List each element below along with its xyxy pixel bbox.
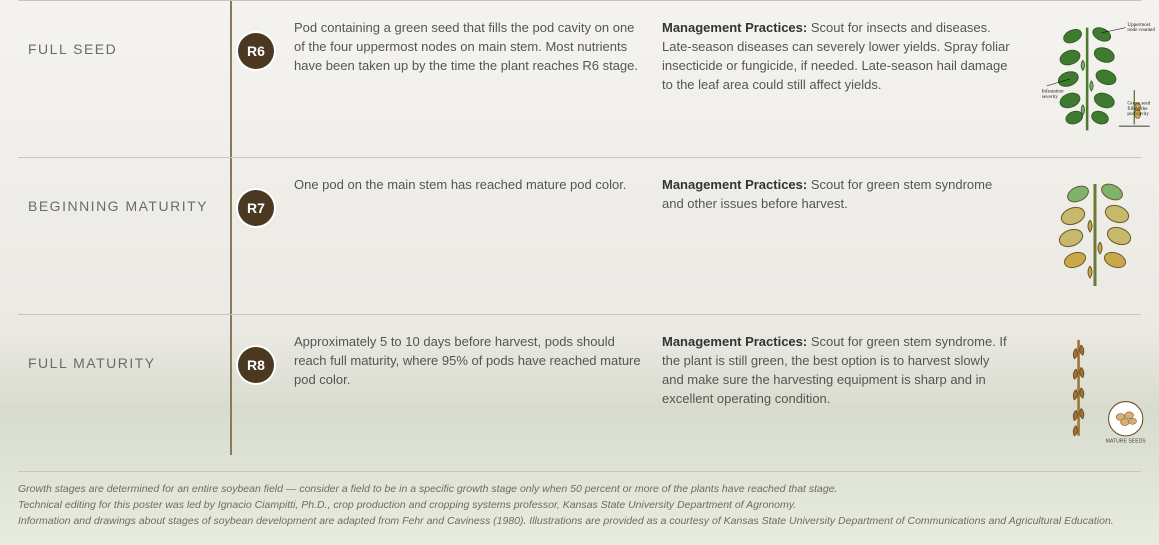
footnote-line: Information and drawings about stages of…	[18, 514, 1141, 528]
callout-top2: node counted	[1127, 27, 1155, 33]
management-practices: Management Practices: Scout for insects …	[662, 19, 1022, 139]
plant-illustration-r8: MATURE SEEDS	[1030, 333, 1159, 453]
badge-wrap: R8	[226, 333, 286, 453]
plant-illustration-r6: Uppermost node counted Infestation sever…	[1030, 19, 1159, 139]
stage-description: One pod on the main stem has reached mat…	[294, 176, 654, 296]
stage-row: BEGINNING MATURITY R7 One pod on the mai…	[18, 157, 1141, 314]
stage-name: FULL MATURITY	[18, 333, 218, 371]
management-practices: Management Practices: Scout for green st…	[662, 333, 1022, 453]
plant-illustration-r7	[1030, 176, 1159, 296]
badge-wrap: R7	[226, 176, 286, 296]
management-practices: Management Practices: Scout for green st…	[662, 176, 1022, 296]
callout-pod3: pod cavity	[1127, 111, 1149, 117]
stage-row: FULL MATURITY R8 Approximately 5 to 10 d…	[18, 314, 1141, 471]
stage-description: Pod containing a green seed that fills t…	[294, 19, 654, 139]
stage-description: Approximately 5 to 10 days before harves…	[294, 333, 654, 453]
seed-label: MATURE SEEDS	[1106, 439, 1147, 445]
mgmt-label: Management Practices:	[662, 177, 807, 192]
footnotes: Growth stages are determined for an enti…	[18, 471, 1141, 529]
footnote-line: Growth stages are determined for an enti…	[18, 482, 1141, 496]
stage-row: FULL SEED R6 Pod containing a green seed…	[18, 0, 1141, 157]
stage-badge-r7: R7	[238, 190, 274, 226]
stage-name: FULL SEED	[18, 19, 218, 57]
callout-mid2: severity	[1042, 94, 1059, 100]
footnote-line: Technical editing for this poster was le…	[18, 498, 1141, 512]
container: FULL SEED R6 Pod containing a green seed…	[0, 0, 1159, 545]
mgmt-label: Management Practices:	[662, 20, 807, 35]
badge-wrap: R6	[226, 19, 286, 139]
stage-badge-r6: R6	[238, 33, 274, 69]
stage-badge-r8: R8	[238, 347, 274, 383]
mgmt-label: Management Practices:	[662, 334, 807, 349]
stage-name: BEGINNING MATURITY	[18, 176, 218, 214]
